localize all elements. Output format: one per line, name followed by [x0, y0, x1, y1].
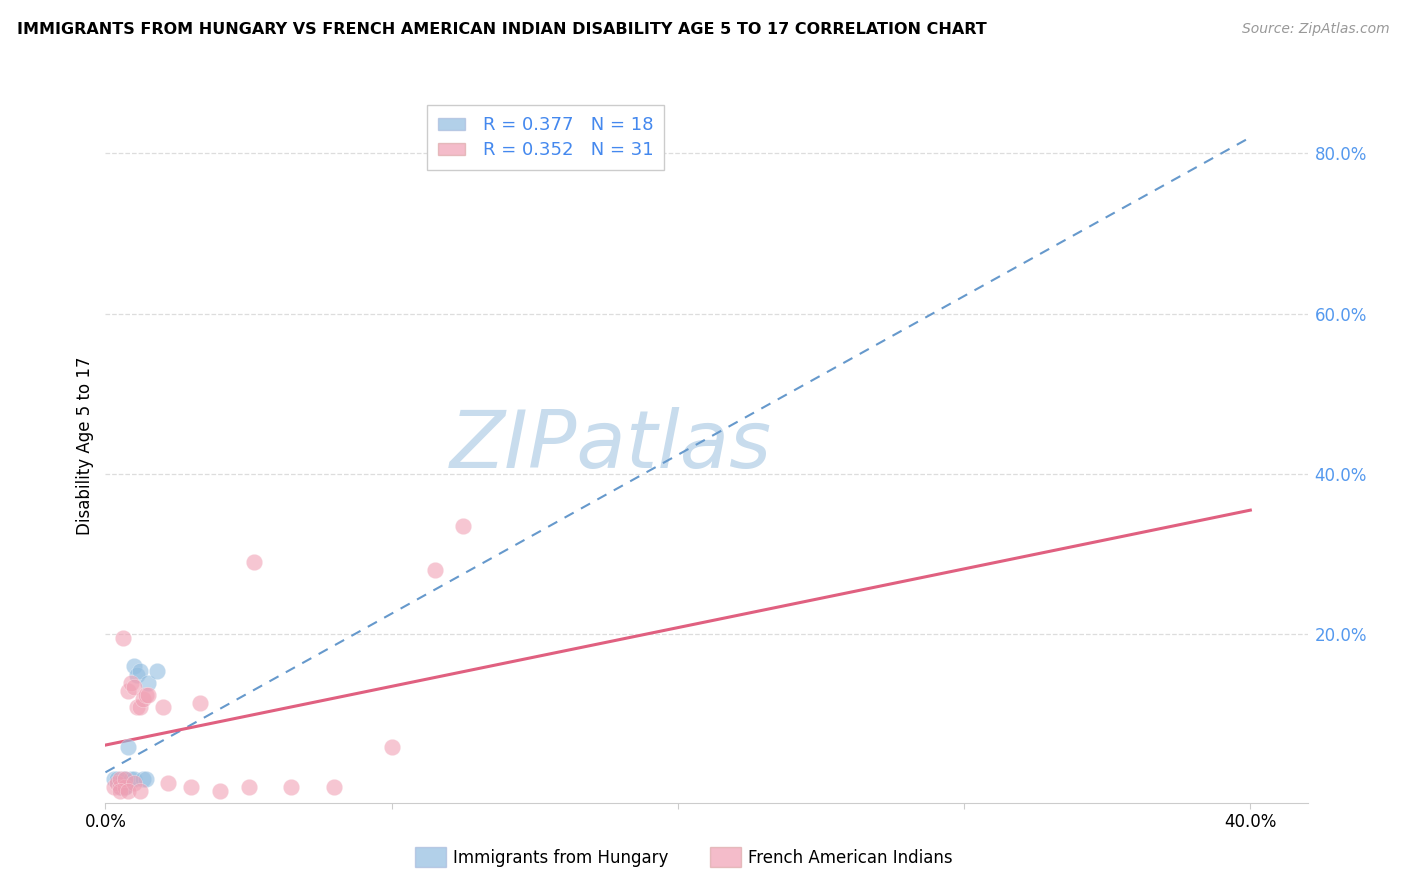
- Point: [135, 772, 157, 786]
- Point: [120, 675, 142, 690]
- Point: [114, 772, 136, 786]
- Point: [208, 784, 231, 798]
- Point: [188, 696, 211, 710]
- Point: [135, 688, 157, 702]
- Text: IMMIGRANTS FROM HUNGARY VS FRENCH AMERICAN INDIAN DISABILITY AGE 5 TO 17 CORRELA: IMMIGRANTS FROM HUNGARY VS FRENCH AMERIC…: [17, 22, 987, 37]
- Y-axis label: Disability Age 5 to 17: Disability Age 5 to 17: [76, 357, 94, 535]
- Point: [111, 772, 134, 786]
- Point: [111, 780, 134, 794]
- Text: Immigrants from Hungary: Immigrants from Hungary: [453, 849, 668, 867]
- Point: [323, 780, 346, 794]
- Point: [122, 659, 145, 673]
- Point: [108, 772, 131, 786]
- Point: [280, 780, 302, 794]
- Point: [138, 688, 160, 702]
- Point: [122, 776, 145, 790]
- Point: [131, 772, 153, 786]
- Point: [122, 772, 145, 786]
- Point: [108, 780, 131, 794]
- Point: [138, 675, 160, 690]
- Point: [111, 632, 134, 646]
- Point: [108, 784, 131, 798]
- Point: [381, 739, 404, 754]
- Point: [120, 772, 142, 786]
- Text: ZIPatlas: ZIPatlas: [450, 407, 772, 485]
- Text: French American Indians: French American Indians: [748, 849, 953, 867]
- Point: [117, 784, 139, 798]
- Point: [180, 780, 202, 794]
- Point: [108, 780, 131, 794]
- Point: [122, 680, 145, 694]
- Point: [423, 563, 446, 577]
- Point: [157, 776, 180, 790]
- Point: [152, 699, 174, 714]
- Text: Source: ZipAtlas.com: Source: ZipAtlas.com: [1241, 22, 1389, 37]
- Point: [128, 784, 150, 798]
- Point: [128, 664, 150, 678]
- Point: [238, 780, 260, 794]
- Point: [117, 739, 139, 754]
- Point: [105, 772, 128, 786]
- Point: [125, 667, 148, 681]
- Point: [108, 776, 131, 790]
- Point: [128, 699, 150, 714]
- Point: [117, 683, 139, 698]
- Point: [125, 699, 148, 714]
- Point: [131, 691, 153, 706]
- Point: [105, 776, 128, 790]
- Point: [451, 519, 474, 533]
- Point: [243, 555, 266, 569]
- Point: [114, 780, 136, 794]
- Point: [103, 780, 125, 794]
- Legend: R = 0.377   N = 18, R = 0.352   N = 31: R = 0.377 N = 18, R = 0.352 N = 31: [427, 105, 665, 170]
- Point: [103, 772, 125, 786]
- Point: [114, 772, 136, 786]
- Point: [146, 664, 169, 678]
- Point: [114, 780, 136, 794]
